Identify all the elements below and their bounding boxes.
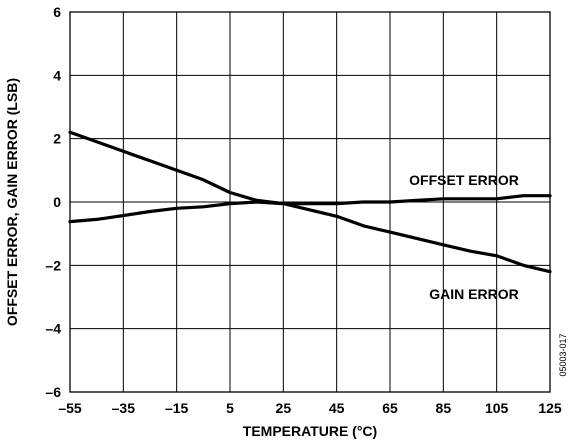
x-tick-label: 85 — [436, 400, 452, 416]
x-tick-label: 25 — [276, 400, 292, 416]
series-layer — [68, 130, 552, 274]
y-tick-label: 0 — [53, 194, 61, 210]
offset-error-line — [68, 194, 552, 224]
y-tick-label: 2 — [53, 131, 61, 147]
x-tick-label: –55 — [58, 400, 82, 416]
x-tick-label: 105 — [485, 400, 509, 416]
gain-error-line — [68, 130, 552, 274]
y-tick-label: 4 — [53, 67, 61, 83]
y-axis-title: OFFSET ERROR, GAIN ERROR (LSB) — [4, 78, 20, 326]
y-tick-label: 6 — [53, 4, 61, 20]
figure-id: 05003-017 — [558, 333, 568, 376]
y-tick-label: –4 — [45, 321, 61, 337]
label-offset-error: OFFSET ERROR — [409, 172, 519, 188]
x-tick-label: –35 — [112, 400, 136, 416]
plot-frame — [69, 11, 551, 393]
y-tick-label: –2 — [45, 257, 61, 273]
x-axis-title: TEMPERATURE (°C) — [243, 423, 377, 439]
label-gain-error: GAIN ERROR — [429, 286, 518, 302]
x-tick-label: 65 — [382, 400, 398, 416]
x-tick-label: 5 — [226, 400, 234, 416]
tick-labels: –55 –35 –15 5 25 45 65 85 105 125 6 4 2 0 –2 –4 –6 — [45, 4, 561, 416]
x-tick-label: –15 — [165, 400, 189, 416]
x-tick-label: 125 — [538, 400, 562, 416]
y-tick-label: –6 — [45, 384, 61, 400]
x-tick-label: 45 — [329, 400, 345, 416]
